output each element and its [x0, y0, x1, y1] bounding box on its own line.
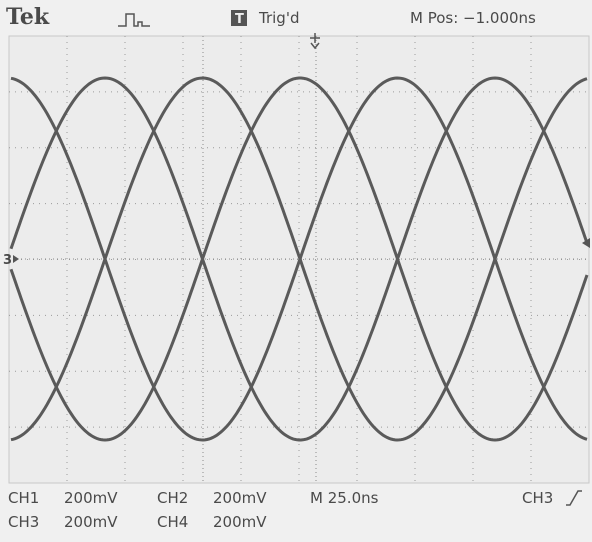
channel-scale: 200mV: [213, 513, 267, 531]
channel-scale: 200mV: [64, 513, 118, 531]
oscilloscope-screen: Tek T Trig'd M Pos: −1.000ns 3 CH1 200mV…: [0, 0, 592, 542]
horizontal-position: M Pos: −1.000ns: [410, 9, 536, 27]
trigger-status: Trig'd: [258, 9, 299, 27]
channel-scale: 200mV: [213, 489, 267, 507]
ground-marker: 3: [3, 253, 12, 268]
trigger-icon-letter: T: [235, 12, 244, 27]
channel-label: CH3: [8, 513, 39, 531]
channel-label: CH1: [8, 489, 39, 507]
channel-scale: 200mV: [64, 489, 118, 507]
timebase: M 25.0ns: [310, 489, 379, 507]
channel-label: CH4: [157, 513, 188, 531]
channel-label: CH2: [157, 489, 188, 507]
brand: Tek: [6, 4, 50, 30]
trigger-source: CH3: [522, 489, 553, 507]
